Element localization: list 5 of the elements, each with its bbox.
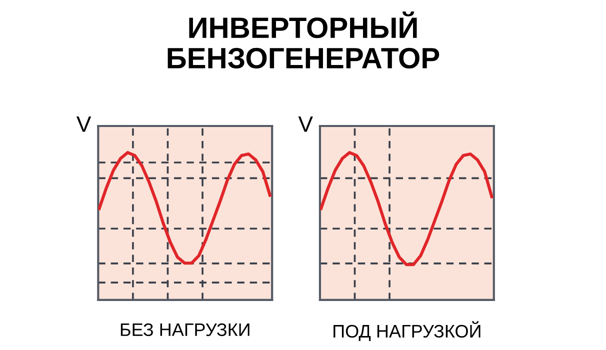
y-axis-title: V: [298, 116, 313, 132]
y-axis-title: V: [76, 116, 92, 132]
chart-title: ИНВЕРТОРНЫЙ БЕНЗОГЕНЕРАТОР: [168, 11, 440, 69]
x-axis-title: БЕЗ НАГРУЗКИ: [120, 323, 250, 336]
x-axis-title: ПОД НАГРУЗКОЙ: [334, 321, 480, 342]
